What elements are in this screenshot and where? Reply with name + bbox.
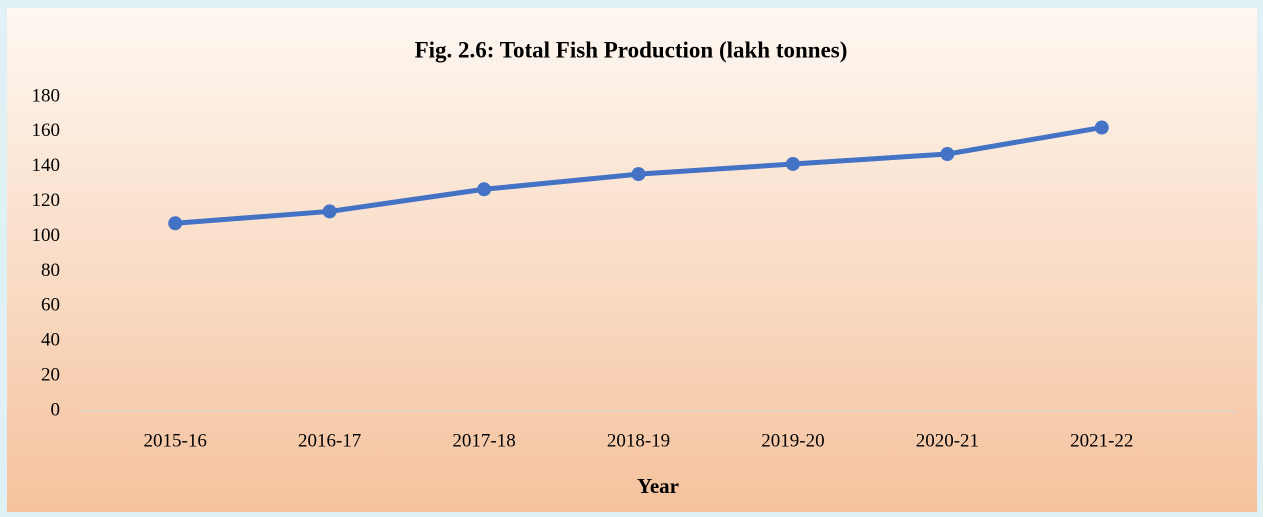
y-tick-label: 100 [32,225,61,246]
data-point [322,204,337,219]
data-point [631,167,646,182]
y-tick-label: 180 [32,85,61,106]
x-tick-label: 2015-16 [144,430,207,451]
y-tick-label: 140 [32,155,61,176]
chart-title: Fig. 2.6: Total Fish Production (lakh to… [415,37,848,62]
x-tick-label: 2020-21 [916,430,979,451]
x-tick-label: 2019-20 [761,430,824,451]
x-axis-title: Year [637,474,679,498]
data-point [785,156,800,171]
data-point [1094,120,1109,135]
y-tick-label: 40 [41,330,60,351]
y-tick-label: 120 [32,190,61,211]
x-tick-label: 2021-22 [1070,430,1133,451]
y-tick-label: 80 [41,260,60,281]
x-tick-label: 2018-19 [607,430,670,451]
chart-panel [7,8,1257,512]
y-tick-label: 160 [32,120,61,141]
y-tick-label: 60 [41,295,60,316]
y-tick-label: 0 [51,399,61,420]
data-point [477,182,492,197]
data-point [168,216,183,231]
x-tick-label: 2016-17 [298,430,361,451]
y-tick-label: 20 [41,364,60,385]
data-point [940,147,955,162]
x-tick-label: 2017-18 [452,430,515,451]
